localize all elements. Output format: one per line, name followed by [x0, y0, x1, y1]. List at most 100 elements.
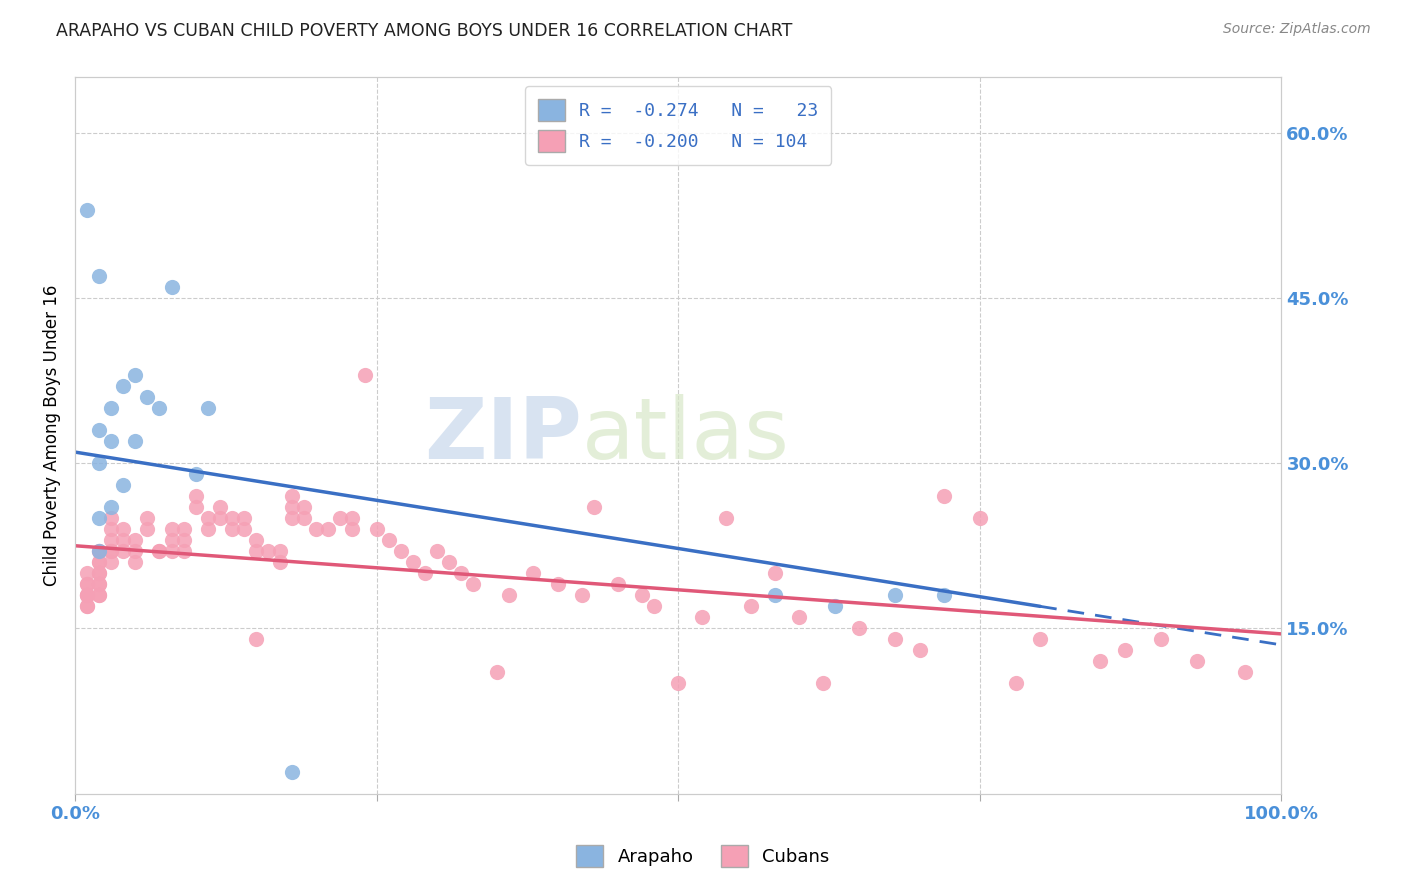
Point — [89, 566, 111, 581]
Point — [100, 533, 122, 548]
Point — [89, 268, 111, 283]
Point — [932, 489, 955, 503]
Point — [426, 544, 449, 558]
Point — [582, 500, 605, 515]
Point — [848, 621, 870, 635]
Y-axis label: Child Poverty Among Boys Under 16: Child Poverty Among Boys Under 16 — [44, 285, 60, 586]
Point — [1029, 632, 1052, 647]
Point — [643, 599, 665, 614]
Point — [969, 511, 991, 525]
Point — [366, 522, 388, 536]
Point — [221, 522, 243, 536]
Point — [160, 522, 183, 536]
Point — [486, 665, 509, 680]
Point — [245, 544, 267, 558]
Point — [100, 544, 122, 558]
Point — [173, 533, 195, 548]
Point — [160, 280, 183, 294]
Point — [160, 533, 183, 548]
Point — [76, 599, 98, 614]
Point — [666, 676, 689, 690]
Point — [112, 522, 135, 536]
Point — [160, 544, 183, 558]
Point — [100, 401, 122, 415]
Legend: Arapaho, Cubans: Arapaho, Cubans — [569, 838, 837, 874]
Legend: R =  -0.274   N =   23, R =  -0.200   N = 104: R = -0.274 N = 23, R = -0.200 N = 104 — [526, 87, 831, 165]
Point — [1150, 632, 1173, 647]
Text: ZIP: ZIP — [425, 394, 582, 477]
Point — [100, 500, 122, 515]
Point — [884, 588, 907, 602]
Point — [184, 500, 207, 515]
Point — [173, 544, 195, 558]
Point — [76, 588, 98, 602]
Point — [89, 544, 111, 558]
Point — [136, 511, 159, 525]
Point — [136, 522, 159, 536]
Point — [100, 522, 122, 536]
Point — [787, 610, 810, 624]
Point — [124, 434, 146, 448]
Point — [112, 379, 135, 393]
Point — [377, 533, 399, 548]
Point — [571, 588, 593, 602]
Point — [281, 764, 304, 779]
Point — [292, 500, 315, 515]
Point — [112, 533, 135, 548]
Point — [763, 566, 786, 581]
Point — [547, 577, 569, 591]
Point — [184, 467, 207, 482]
Text: Source: ZipAtlas.com: Source: ZipAtlas.com — [1223, 22, 1371, 37]
Point — [76, 599, 98, 614]
Point — [76, 588, 98, 602]
Point — [76, 577, 98, 591]
Point — [148, 544, 170, 558]
Point — [112, 544, 135, 558]
Point — [353, 368, 375, 382]
Point — [89, 588, 111, 602]
Point — [197, 401, 219, 415]
Text: atlas: atlas — [582, 394, 790, 477]
Point — [389, 544, 412, 558]
Point — [197, 511, 219, 525]
Point — [136, 390, 159, 404]
Point — [305, 522, 328, 536]
Point — [402, 555, 425, 569]
Point — [100, 434, 122, 448]
Point — [89, 511, 111, 525]
Point — [329, 511, 352, 525]
Point — [342, 511, 364, 525]
Point — [1185, 655, 1208, 669]
Point — [437, 555, 460, 569]
Point — [463, 577, 485, 591]
Point — [811, 676, 834, 690]
Point — [197, 522, 219, 536]
Point — [112, 478, 135, 492]
Point — [89, 555, 111, 569]
Point — [89, 588, 111, 602]
Point — [884, 632, 907, 647]
Point — [631, 588, 654, 602]
Point — [76, 577, 98, 591]
Point — [89, 544, 111, 558]
Point — [76, 588, 98, 602]
Point — [184, 489, 207, 503]
Point — [908, 643, 931, 657]
Point — [89, 544, 111, 558]
Point — [281, 500, 304, 515]
Point — [173, 522, 195, 536]
Text: ARAPAHO VS CUBAN CHILD POVERTY AMONG BOYS UNDER 16 CORRELATION CHART: ARAPAHO VS CUBAN CHILD POVERTY AMONG BOY… — [56, 22, 793, 40]
Point — [89, 456, 111, 470]
Point — [450, 566, 472, 581]
Point — [269, 544, 291, 558]
Point — [413, 566, 436, 581]
Point — [221, 511, 243, 525]
Point — [148, 401, 170, 415]
Point — [740, 599, 762, 614]
Point — [232, 522, 254, 536]
Point — [257, 544, 280, 558]
Point — [76, 566, 98, 581]
Point — [245, 533, 267, 548]
Point — [89, 566, 111, 581]
Point — [716, 511, 738, 525]
